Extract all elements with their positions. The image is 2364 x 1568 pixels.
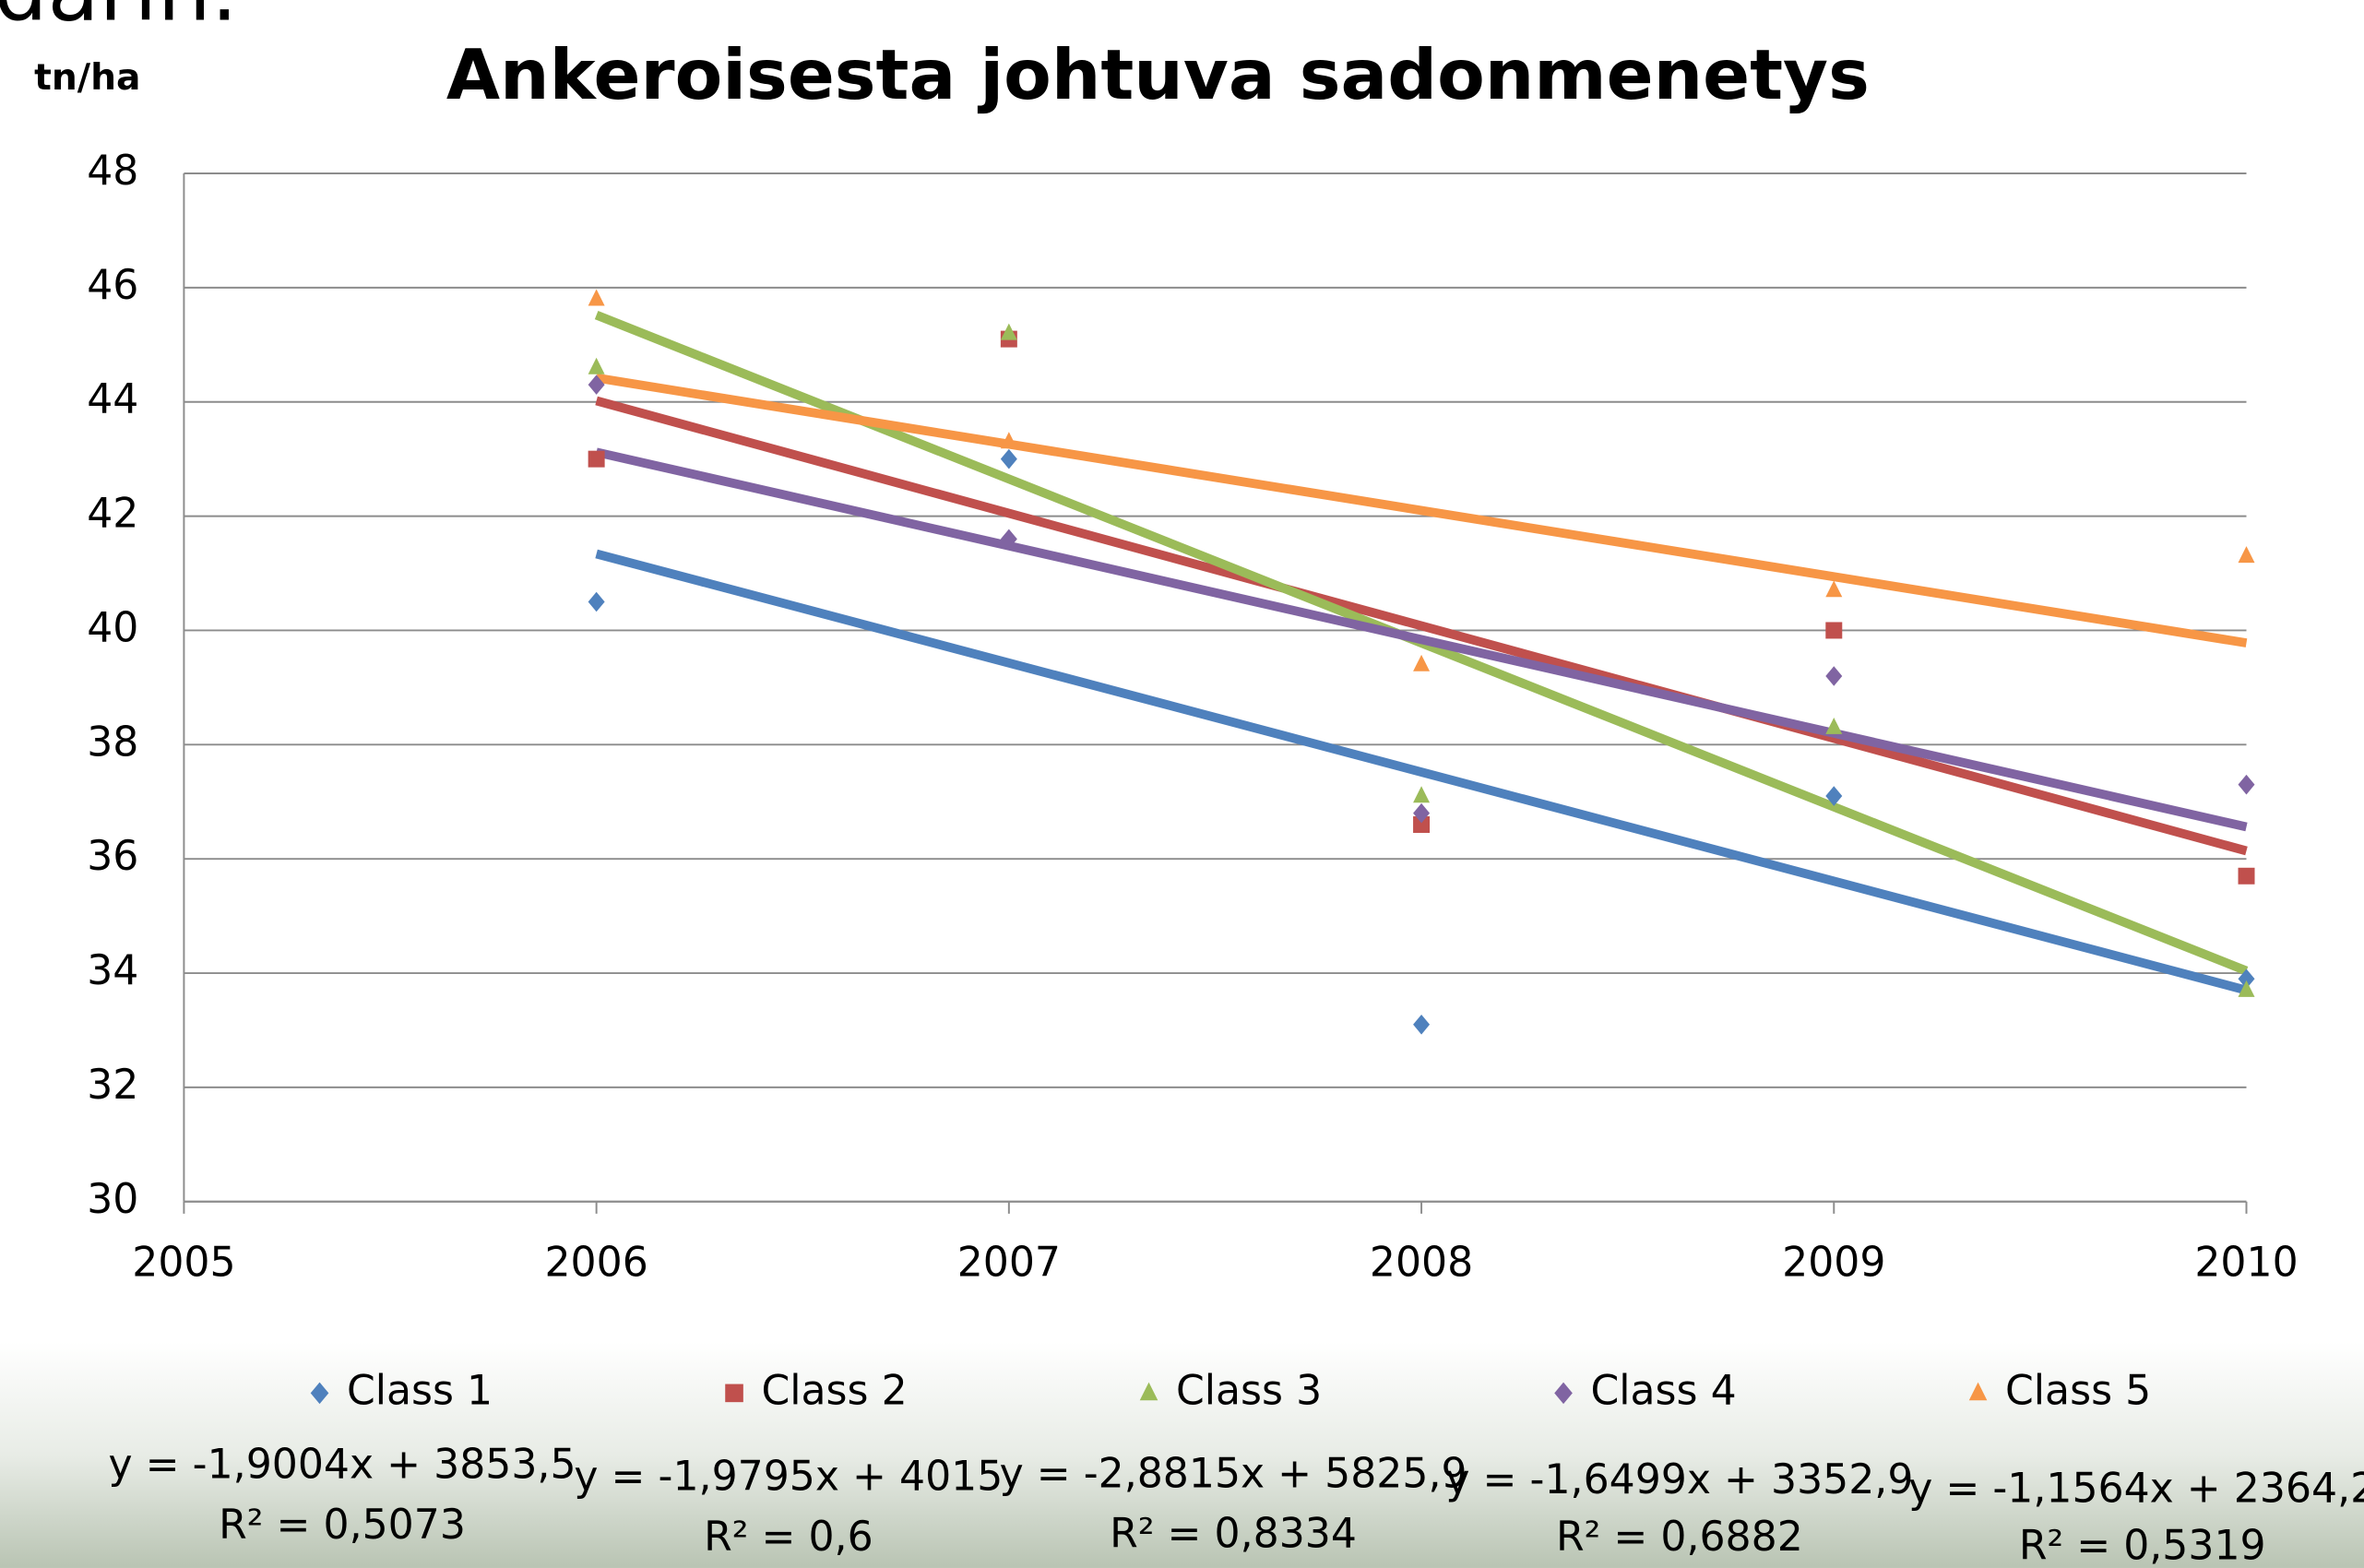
x-tick-label: 2005	[132, 1239, 235, 1286]
y-tick-label: 30	[87, 1176, 138, 1223]
marker	[2239, 546, 2255, 563]
legend-marker	[725, 1384, 743, 1403]
y-tick-label: 44	[87, 376, 138, 423]
legend-label: Class 3	[1176, 1367, 1322, 1414]
trend-r2: R² = 0,8334	[1110, 1511, 1357, 1558]
marker	[1413, 655, 1430, 671]
y-tick-label: 42	[87, 491, 138, 538]
marker	[588, 451, 605, 468]
marker	[1825, 622, 1842, 638]
marker	[1825, 718, 1842, 734]
x-tick-label: 2007	[957, 1239, 1061, 1286]
marker	[1825, 666, 1842, 686]
x-tick-label: 2010	[2194, 1239, 2298, 1286]
marker	[588, 289, 605, 305]
y-tick-label: 34	[87, 947, 138, 994]
y-axis-label: tn/ha	[34, 57, 140, 99]
y-tick-label: 36	[87, 833, 138, 880]
trend-equation: y = -1,6499x + 3352,9	[1445, 1456, 1913, 1503]
page: darin. tn/ha Ankeroisesta johtuva sadonm…	[0, 0, 2364, 1568]
trend-equation: y = -1,9004x + 3853,5	[109, 1441, 576, 1488]
trend-r2: R² = 0,5073	[219, 1502, 466, 1549]
x-tick-label: 2006	[544, 1239, 647, 1286]
marker	[1001, 449, 1017, 469]
y-tick-label: 48	[87, 148, 138, 195]
heading-fragment: darin.	[0, 0, 238, 41]
legend-label: Class 2	[761, 1367, 907, 1414]
trend-r2: R² = 0,6882	[1556, 1514, 1803, 1561]
trend-r2: R² = 0,6	[704, 1514, 873, 1561]
chart-title: Ankeroisesta johtuva sadonmenetys	[446, 34, 1870, 115]
marker	[2239, 868, 2255, 885]
trend-r2: R² = 0,5319	[2019, 1523, 2266, 1568]
y-tick-label: 46	[87, 262, 138, 309]
legend-label: Class 1	[347, 1367, 493, 1414]
y-tick-label: 38	[87, 719, 138, 766]
trend-equation: y = -2,8815x + 5825,9	[1000, 1450, 1467, 1497]
trendline	[597, 400, 2247, 850]
marker	[1825, 580, 1842, 597]
x-tick-label: 2008	[1370, 1239, 1473, 1286]
x-tick-label: 2009	[1782, 1239, 1885, 1286]
legend-label: Class 4	[1590, 1367, 1736, 1414]
marker	[1413, 1015, 1430, 1035]
marker	[2239, 775, 2255, 795]
marker	[588, 592, 605, 612]
chart: darin. tn/ha Ankeroisesta johtuva sadonm…	[0, 0, 2364, 1568]
trend-equation: y = -1,9795x + 4015	[574, 1454, 1003, 1501]
legend-label: Class 5	[2005, 1367, 2151, 1414]
marker	[588, 358, 605, 374]
marker	[1413, 786, 1430, 802]
y-tick-label: 32	[87, 1062, 138, 1109]
y-tick-label: 40	[87, 604, 138, 651]
trend-equation: y = -1,1564x + 2364,2	[1908, 1466, 2364, 1513]
